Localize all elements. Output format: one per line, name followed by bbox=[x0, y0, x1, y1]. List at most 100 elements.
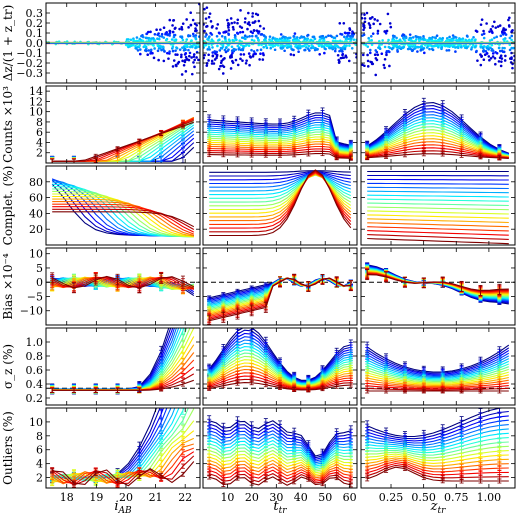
scatter-point bbox=[480, 33, 484, 36]
scatter-point bbox=[489, 28, 493, 31]
panel-frame bbox=[202, 85, 358, 164]
series-line bbox=[366, 105, 509, 155]
scatter-point bbox=[193, 65, 196, 69]
scatter-point bbox=[293, 39, 296, 43]
y-tick-label: 0.3 bbox=[26, 7, 44, 20]
scatter-point bbox=[389, 25, 393, 29]
scatter-point bbox=[474, 38, 477, 42]
scatter-point bbox=[484, 49, 488, 53]
scatter-point bbox=[482, 29, 485, 33]
series-line bbox=[367, 218, 509, 224]
scatter-point bbox=[158, 35, 161, 38]
scatter-point bbox=[312, 35, 316, 39]
series-line bbox=[52, 211, 195, 228]
scatter-point bbox=[227, 28, 231, 32]
scatter-point bbox=[343, 44, 346, 47]
scatter-point bbox=[500, 30, 504, 34]
panel-frame bbox=[45, 165, 201, 246]
scatter-point bbox=[426, 38, 430, 42]
scatter-point bbox=[288, 36, 292, 40]
scatter-point bbox=[419, 49, 423, 52]
scatter-point bbox=[512, 46, 515, 50]
y-tick-label: 6 bbox=[36, 126, 43, 139]
scatter-point bbox=[470, 38, 474, 41]
series-line bbox=[367, 226, 509, 232]
scatter-point bbox=[343, 31, 347, 35]
scatter-point bbox=[329, 34, 333, 38]
scatter-point bbox=[195, 29, 198, 32]
scatter-point bbox=[236, 44, 240, 48]
scatter-point bbox=[250, 34, 254, 38]
panel-plot-area bbox=[46, 3, 200, 76]
y-tick-label: −0.3 bbox=[16, 67, 43, 80]
scatter-point bbox=[511, 28, 514, 32]
panel-plot-area bbox=[46, 328, 200, 395]
y-tick-label: 4 bbox=[36, 136, 43, 149]
scatter-point bbox=[482, 36, 486, 40]
scatter-point bbox=[502, 27, 505, 30]
scatter-point bbox=[124, 43, 128, 47]
scatter-point bbox=[125, 38, 129, 41]
scatter-point bbox=[187, 26, 190, 29]
series-line bbox=[209, 173, 351, 188]
series-line bbox=[52, 179, 194, 237]
scatter-point bbox=[210, 59, 214, 63]
scatter-point bbox=[382, 63, 386, 67]
scatter-point bbox=[464, 38, 467, 42]
scatter-point bbox=[205, 64, 209, 67]
scatter-point bbox=[248, 23, 252, 27]
scatter-point bbox=[370, 39, 374, 42]
scatter-point bbox=[428, 47, 431, 51]
scatter-point bbox=[491, 55, 495, 58]
scatter-point bbox=[311, 39, 315, 43]
scatter-point bbox=[300, 35, 304, 39]
panel-frame bbox=[45, 85, 201, 164]
scatter-point bbox=[184, 55, 188, 59]
scatter-point bbox=[494, 26, 498, 29]
scatter-point bbox=[165, 32, 168, 35]
scatter-point bbox=[472, 44, 475, 47]
scatter-point bbox=[241, 59, 244, 62]
scatter-point bbox=[238, 25, 242, 28]
series-line bbox=[209, 172, 351, 185]
y-tick-label: 10 bbox=[29, 106, 43, 119]
scatter-point bbox=[331, 39, 335, 43]
scatter-point bbox=[421, 37, 425, 40]
scatter-point bbox=[342, 22, 346, 25]
scatter-point bbox=[223, 30, 227, 34]
scatter-point bbox=[226, 18, 229, 22]
scatter-point bbox=[148, 39, 152, 43]
scatter-point bbox=[253, 52, 257, 55]
scatter-point bbox=[391, 39, 395, 43]
scatter-point bbox=[501, 46, 504, 50]
scatter-point bbox=[511, 66, 514, 70]
scatter-point bbox=[483, 53, 487, 56]
scatter-point bbox=[476, 59, 479, 62]
scatter-point bbox=[243, 37, 247, 40]
scatter-point bbox=[433, 44, 436, 48]
scatter-point bbox=[363, 13, 366, 16]
scatter-point bbox=[466, 35, 469, 38]
scatter-point bbox=[495, 35, 499, 39]
scatter-point bbox=[227, 26, 230, 29]
scatter-point bbox=[443, 44, 447, 48]
scatter-point bbox=[415, 35, 418, 39]
scatter-point bbox=[339, 32, 342, 36]
scatter-point bbox=[194, 37, 198, 41]
scatter-point bbox=[499, 34, 503, 38]
series-line bbox=[367, 214, 509, 219]
scatter-point bbox=[508, 48, 512, 52]
scatter-point bbox=[194, 46, 197, 50]
scatter-point bbox=[147, 49, 151, 52]
scatter-point bbox=[252, 50, 256, 53]
scatter-point bbox=[250, 48, 253, 52]
scatter-point bbox=[130, 44, 133, 47]
scatter-point bbox=[408, 36, 412, 40]
scatter-point bbox=[368, 48, 372, 52]
scatter-point bbox=[191, 45, 194, 49]
scatter-point bbox=[289, 53, 293, 56]
scatter-point bbox=[497, 46, 501, 50]
scatter-point bbox=[194, 34, 198, 37]
y-axis-label: Complet. (%) bbox=[1, 166, 15, 246]
scatter-point bbox=[350, 46, 354, 50]
